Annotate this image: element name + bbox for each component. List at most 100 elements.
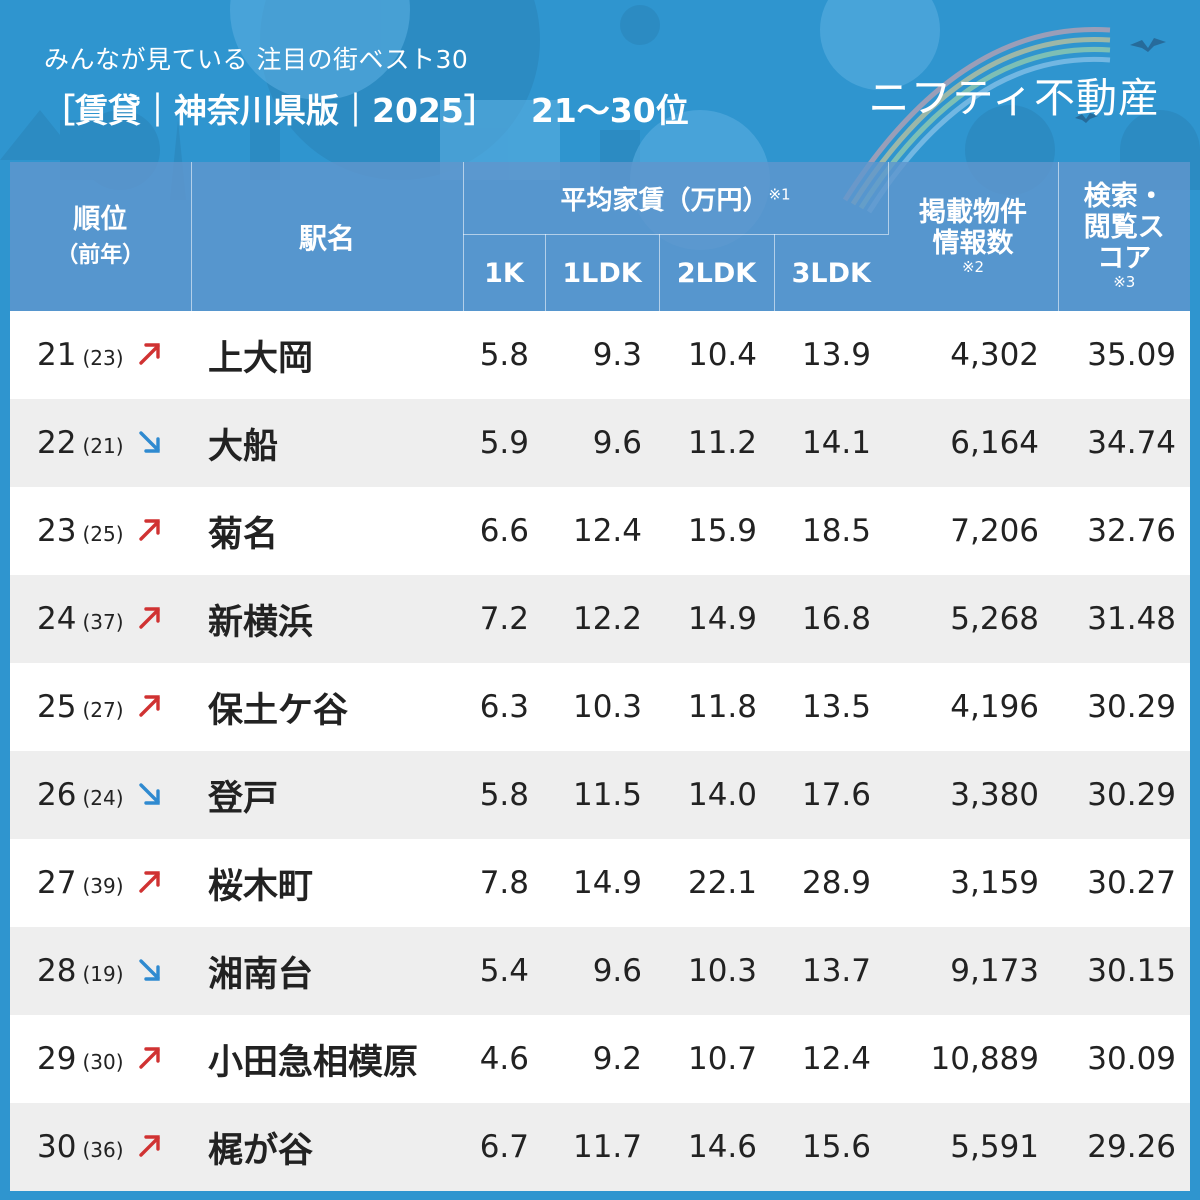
listings-count: 5,268 (888, 575, 1059, 663)
rent-1k: 5.8 (463, 751, 545, 839)
score: 35.09 (1058, 311, 1191, 399)
score: 30.09 (1058, 1015, 1191, 1103)
station-name: 新横浜 (191, 575, 463, 663)
rent-2ldk: 11.2 (659, 399, 774, 487)
rent-1ldk: 11.5 (545, 751, 659, 839)
rank: 23 (37, 513, 77, 549)
rent-1k: 7.2 (463, 575, 545, 663)
station-name: 湘南台 (191, 927, 463, 1015)
table-row: 21 (23) 上大岡 5.8 9.3 10.4 13.9 4,302 35.09 (10, 311, 1191, 399)
listings-count: 6,164 (888, 399, 1059, 487)
trend-up-arrow-icon (138, 871, 160, 893)
score: 34.74 (1058, 399, 1191, 487)
trend-up-arrow-icon (138, 607, 160, 629)
rank-cell: 30 (36) (10, 1103, 191, 1191)
rent-2ldk: 10.7 (659, 1015, 774, 1103)
trend-down-arrow-icon (138, 431, 160, 453)
station-name: 保土ケ谷 (191, 663, 463, 751)
rent-2ldk: 10.3 (659, 927, 774, 1015)
rent-1ldk: 12.4 (545, 487, 659, 575)
station-name: 大船 (191, 399, 463, 487)
rank-cell: 21 (23) (10, 311, 191, 399)
prev-rank: (24) (82, 786, 124, 810)
table-row: 29 (30) 小田急相模原 4.6 9.2 10.7 12.4 10,889 30.09 (10, 1015, 1191, 1103)
header-station: 駅名 (191, 162, 464, 311)
score: 32.76 (1058, 487, 1191, 575)
score: 31.48 (1058, 575, 1191, 663)
header-avg-rent: 平均家賃（万円）※1 (463, 162, 889, 235)
station-name: 上大岡 (191, 311, 463, 399)
rent-1ldk: 11.7 (545, 1103, 659, 1191)
rank-range: 21～30位 (530, 91, 689, 130)
trend-up-arrow-icon (138, 695, 160, 717)
prev-rank: (27) (82, 698, 124, 722)
table-row: 23 (25) 菊名 6.6 12.4 15.9 18.5 7,206 32.76 (10, 487, 1191, 575)
page-title: ［賃貸｜神奈川県版｜2025］ 21～30位 (42, 84, 689, 132)
trend-down-arrow-icon (138, 959, 160, 981)
trend-down-arrow-icon (138, 783, 160, 805)
score: 30.29 (1058, 663, 1191, 751)
prev-rank: (19) (82, 962, 124, 986)
prev-rank: (30) (82, 1050, 124, 1074)
rent-1k: 5.4 (463, 927, 545, 1015)
score: 29.26 (1058, 1103, 1191, 1191)
rent-1ldk: 10.3 (545, 663, 659, 751)
rent-3ldk: 15.6 (774, 1103, 889, 1191)
header-2ldk: 2LDK (659, 234, 775, 311)
station-name: 梶が谷 (191, 1103, 463, 1191)
table-row: 25 (27) 保土ケ谷 6.3 10.3 11.8 13.5 4,196 30.29 (10, 663, 1191, 751)
rent-2ldk: 14.6 (659, 1103, 774, 1191)
table-row: 26 (24) 登戸 5.8 11.5 14.0 17.6 3,380 30.29 (10, 751, 1191, 839)
rank-cell: 29 (30) (10, 1015, 191, 1103)
rank: 21 (37, 337, 77, 373)
listings-count: 3,380 (888, 751, 1059, 839)
rent-1k: 7.8 (463, 839, 545, 927)
rent-1k: 5.8 (463, 311, 545, 399)
rent-1k: 6.3 (463, 663, 545, 751)
ranking-table: 順位 （前年） 駅名 平均家賃（万円）※1 掲載物件情報数 ※2 検索・閲覧スコア ※… (10, 162, 1191, 1191)
listings-count: 4,302 (888, 311, 1059, 399)
table-body: 21 (23) 上大岡 5.8 9.3 10.4 13.9 4,302 35.09 22 (21) 大… (10, 311, 1191, 1191)
header-rank: 順位 （前年） (10, 162, 192, 311)
score: 30.29 (1058, 751, 1191, 839)
rent-1ldk: 9.6 (545, 927, 659, 1015)
rent-1ldk: 9.3 (545, 311, 659, 399)
prev-rank: (25) (82, 522, 124, 546)
rank: 28 (37, 953, 77, 989)
prev-rank: (21) (82, 434, 124, 458)
rent-1k: 6.7 (463, 1103, 545, 1191)
rent-1ldk: 14.9 (545, 839, 659, 927)
listings-count: 5,591 (888, 1103, 1059, 1191)
table-row: 30 (36) 梶が谷 6.7 11.7 14.6 15.6 5,591 29.26 (10, 1103, 1191, 1191)
score: 30.15 (1058, 927, 1191, 1015)
station-name: 登戸 (191, 751, 463, 839)
rank: 27 (37, 865, 77, 901)
rank-cell: 22 (21) (10, 399, 191, 487)
trend-up-arrow-icon (138, 1047, 160, 1069)
rent-2ldk: 11.8 (659, 663, 774, 751)
rent-3ldk: 13.9 (774, 311, 889, 399)
rank: 24 (37, 601, 77, 637)
table-header: 順位 （前年） 駅名 平均家賃（万円）※1 掲載物件情報数 ※2 検索・閲覧スコア ※… (10, 162, 1191, 311)
rank-cell: 23 (25) (10, 487, 191, 575)
title-text: ［賃貸｜神奈川県版｜2025］ (42, 91, 497, 130)
trend-up-arrow-icon (138, 343, 160, 365)
header-1ldk: 1LDK (545, 234, 660, 311)
rent-3ldk: 18.5 (774, 487, 889, 575)
rank-cell: 25 (27) (10, 663, 191, 751)
rent-2ldk: 15.9 (659, 487, 774, 575)
rent-3ldk: 16.8 (774, 575, 889, 663)
rank-cell: 28 (19) (10, 927, 191, 1015)
rent-3ldk: 17.6 (774, 751, 889, 839)
header-listings: 掲載物件情報数 ※2 (888, 162, 1059, 311)
prev-rank: (36) (82, 1138, 124, 1162)
station-name: 小田急相模原 (191, 1015, 463, 1103)
subtitle: みんなが見ている 注目の街ベスト30 (44, 45, 469, 74)
rent-1k: 6.6 (463, 487, 545, 575)
trend-up-arrow-icon (138, 1135, 160, 1157)
table-row: 27 (39) 桜木町 7.8 14.9 22.1 28.9 3,159 30.27 (10, 839, 1191, 927)
rent-3ldk: 13.5 (774, 663, 889, 751)
rent-3ldk: 12.4 (774, 1015, 889, 1103)
header-3ldk: 3LDK (774, 234, 889, 311)
